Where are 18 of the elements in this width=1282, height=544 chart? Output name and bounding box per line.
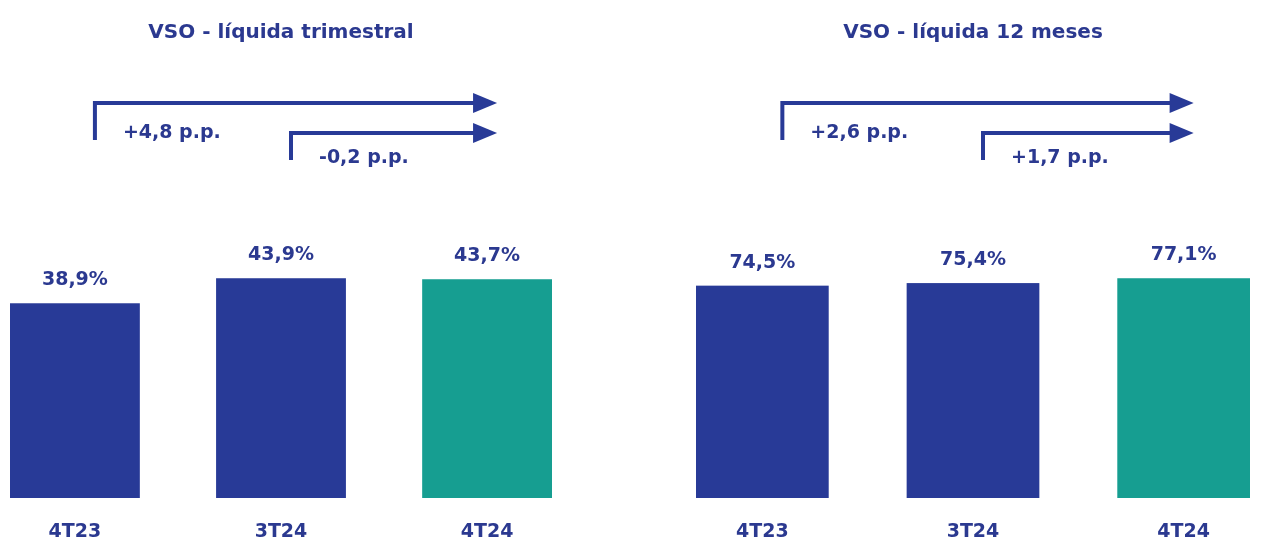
- data-label: 38,9%: [41, 267, 108, 290]
- data-label: 75,4%: [940, 247, 1006, 270]
- chart-title: VSO - líquida trimestral: [148, 19, 414, 43]
- text: -0,2 p.p.: [319, 145, 409, 167]
- x-tick-label: 3T24: [946, 519, 1000, 541]
- x-tick-label: 4T24: [460, 519, 514, 541]
- x-tick-label: 4T23: [48, 519, 102, 541]
- data-label: 43,9%: [248, 242, 314, 265]
- text: +4,8 p.p.: [122, 120, 221, 142]
- data-label: 74,5%: [729, 249, 796, 272]
- data-label: 43,7%: [454, 243, 521, 266]
- x-tick-label: 4T24: [1157, 519, 1210, 541]
- x-tick-label: 3T24: [254, 519, 308, 541]
- chart-title: VSO - líquida 12 meses: [843, 19, 1103, 43]
- text: +1,7 p.p.: [1011, 145, 1109, 167]
- x-tick-label: 4T23: [736, 519, 789, 541]
- text: +2,6 p.p.: [810, 120, 909, 142]
- data-label: 77,1%: [1150, 242, 1217, 265]
